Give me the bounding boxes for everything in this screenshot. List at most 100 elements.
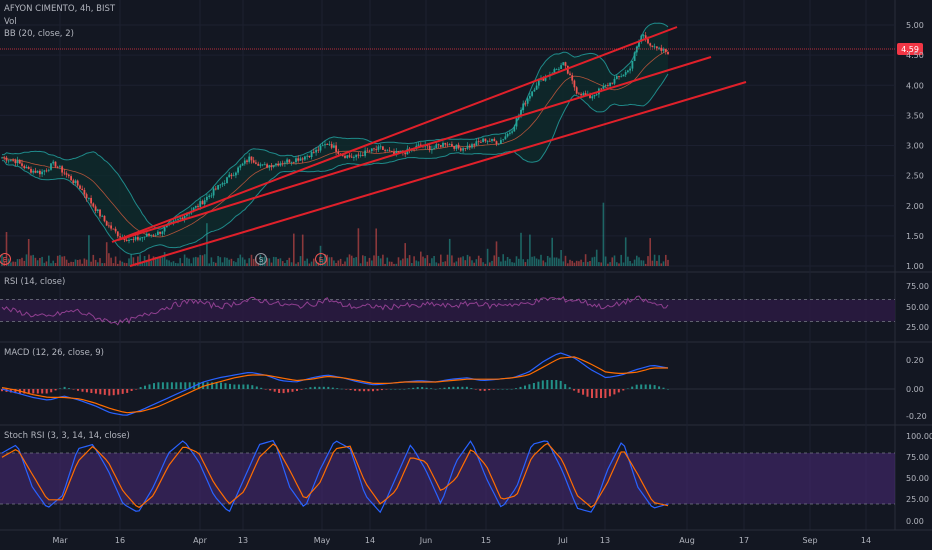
macd-histogram-bar (23, 389, 26, 394)
volume-bar (558, 258, 560, 266)
candle-body (214, 188, 217, 190)
volume-bar (16, 259, 19, 266)
candle-body (143, 236, 146, 238)
last-price-badge (897, 43, 923, 55)
volume-bar (415, 260, 418, 266)
candle-body (571, 75, 574, 81)
candle-body (622, 74, 625, 77)
candle-body (241, 163, 244, 166)
volume-bar (25, 254, 28, 266)
volume-bar (573, 262, 576, 266)
candle-body (486, 140, 489, 142)
volume-bar (241, 257, 244, 266)
macd-histogram-bar (550, 380, 553, 389)
candle-body (161, 231, 164, 234)
candle-body (308, 155, 311, 157)
macd-histogram-bar (376, 389, 379, 391)
candle-body (263, 164, 266, 166)
volume-bar (219, 257, 222, 266)
volume-bar (159, 256, 161, 266)
volume-bar (591, 257, 594, 266)
macd-histogram-bar (215, 382, 218, 389)
volume-bar (502, 254, 504, 266)
candle-body (154, 235, 157, 236)
candle-body (642, 35, 645, 37)
candle-body (446, 144, 449, 146)
candle-body (442, 142, 444, 147)
macd-histogram-bar (461, 386, 464, 389)
candle-body (130, 239, 133, 240)
macd-histogram-bar (322, 386, 325, 389)
candle-body (324, 144, 326, 146)
candle-body (635, 46, 638, 53)
candle-body (90, 198, 92, 204)
macd-histogram-bar (148, 384, 151, 389)
volume-bar (10, 262, 12, 266)
candle-body (301, 158, 304, 160)
macd-histogram-bar (385, 389, 388, 390)
volume-bar (342, 263, 344, 266)
candle-body (30, 168, 32, 173)
candle-body (580, 93, 582, 96)
volume-bar (217, 256, 219, 266)
volume-bar (123, 262, 126, 266)
candle-body (602, 86, 605, 89)
macd-histogram-bar (367, 389, 370, 392)
stoch-k-line (1, 439, 669, 514)
candle-body (593, 94, 596, 97)
price-tick-label: 3.00 (906, 142, 924, 151)
volume-bar (315, 260, 317, 266)
macd-histogram-bar (631, 386, 634, 389)
volume-bar (257, 263, 259, 266)
candle-body (575, 87, 578, 94)
macd-histogram-bar (497, 389, 500, 390)
volume-bar (564, 255, 567, 266)
macd-tick-label: 0.00 (906, 385, 924, 394)
volume-bar (524, 262, 527, 266)
macd-histogram-bar (546, 380, 549, 389)
macd-histogram-bar (1, 389, 3, 392)
candle-body (228, 174, 231, 178)
candle-body (179, 217, 182, 219)
candle-body (529, 95, 531, 99)
macd-histogram-bar (528, 384, 531, 389)
candle-body (230, 174, 233, 177)
volume-bar (275, 257, 277, 266)
candle-body (125, 239, 128, 241)
candle-body (103, 215, 106, 222)
candle-body (76, 180, 79, 186)
volume-bar (161, 257, 164, 266)
candle-body (495, 141, 498, 145)
volume-bar (23, 260, 26, 266)
volume-bar (520, 232, 522, 266)
candle-body (375, 149, 378, 150)
volume-bar (319, 245, 322, 266)
macd-histogram-bar (582, 389, 585, 395)
macd-histogram-bar (139, 387, 142, 389)
volume-bar (495, 241, 498, 266)
volume-bar (518, 258, 520, 266)
candle-body (137, 237, 139, 240)
volume-bar (397, 257, 400, 266)
candle-body (386, 150, 389, 152)
candle-body (150, 234, 153, 236)
macd-histogram-bar (309, 387, 312, 389)
volume-bar (469, 256, 471, 266)
candle-body (275, 163, 277, 166)
time-tick-label: Mar (52, 536, 68, 545)
candle-body (45, 170, 48, 172)
volume-bar (587, 261, 589, 266)
candle-body (12, 159, 14, 161)
candle-body (373, 148, 375, 150)
volume-bar (112, 263, 115, 266)
candle-body (504, 136, 507, 140)
macd-histogram-bar (184, 382, 187, 389)
candle-body (448, 144, 451, 145)
volume-bar (375, 228, 377, 266)
volume-bar (76, 260, 79, 266)
candle-body (14, 160, 17, 164)
candle-body (105, 221, 108, 226)
candle-body (255, 162, 257, 164)
volume-bar (337, 260, 340, 266)
